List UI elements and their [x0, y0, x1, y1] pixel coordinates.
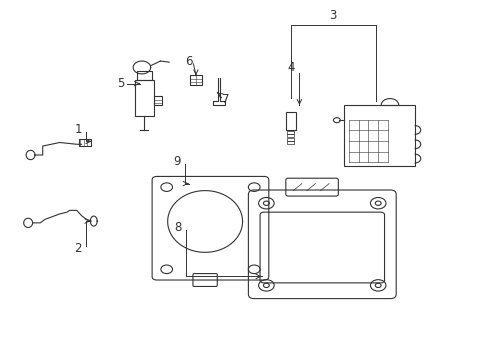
Text: 5: 5 [117, 77, 124, 90]
Text: 2: 2 [74, 242, 82, 255]
Text: 4: 4 [287, 61, 294, 74]
Text: 3: 3 [328, 9, 336, 22]
Text: 1: 1 [74, 123, 82, 136]
Text: 6: 6 [184, 55, 192, 68]
Text: 9: 9 [173, 155, 181, 168]
Text: 8: 8 [174, 221, 181, 234]
Text: 7: 7 [222, 94, 229, 107]
